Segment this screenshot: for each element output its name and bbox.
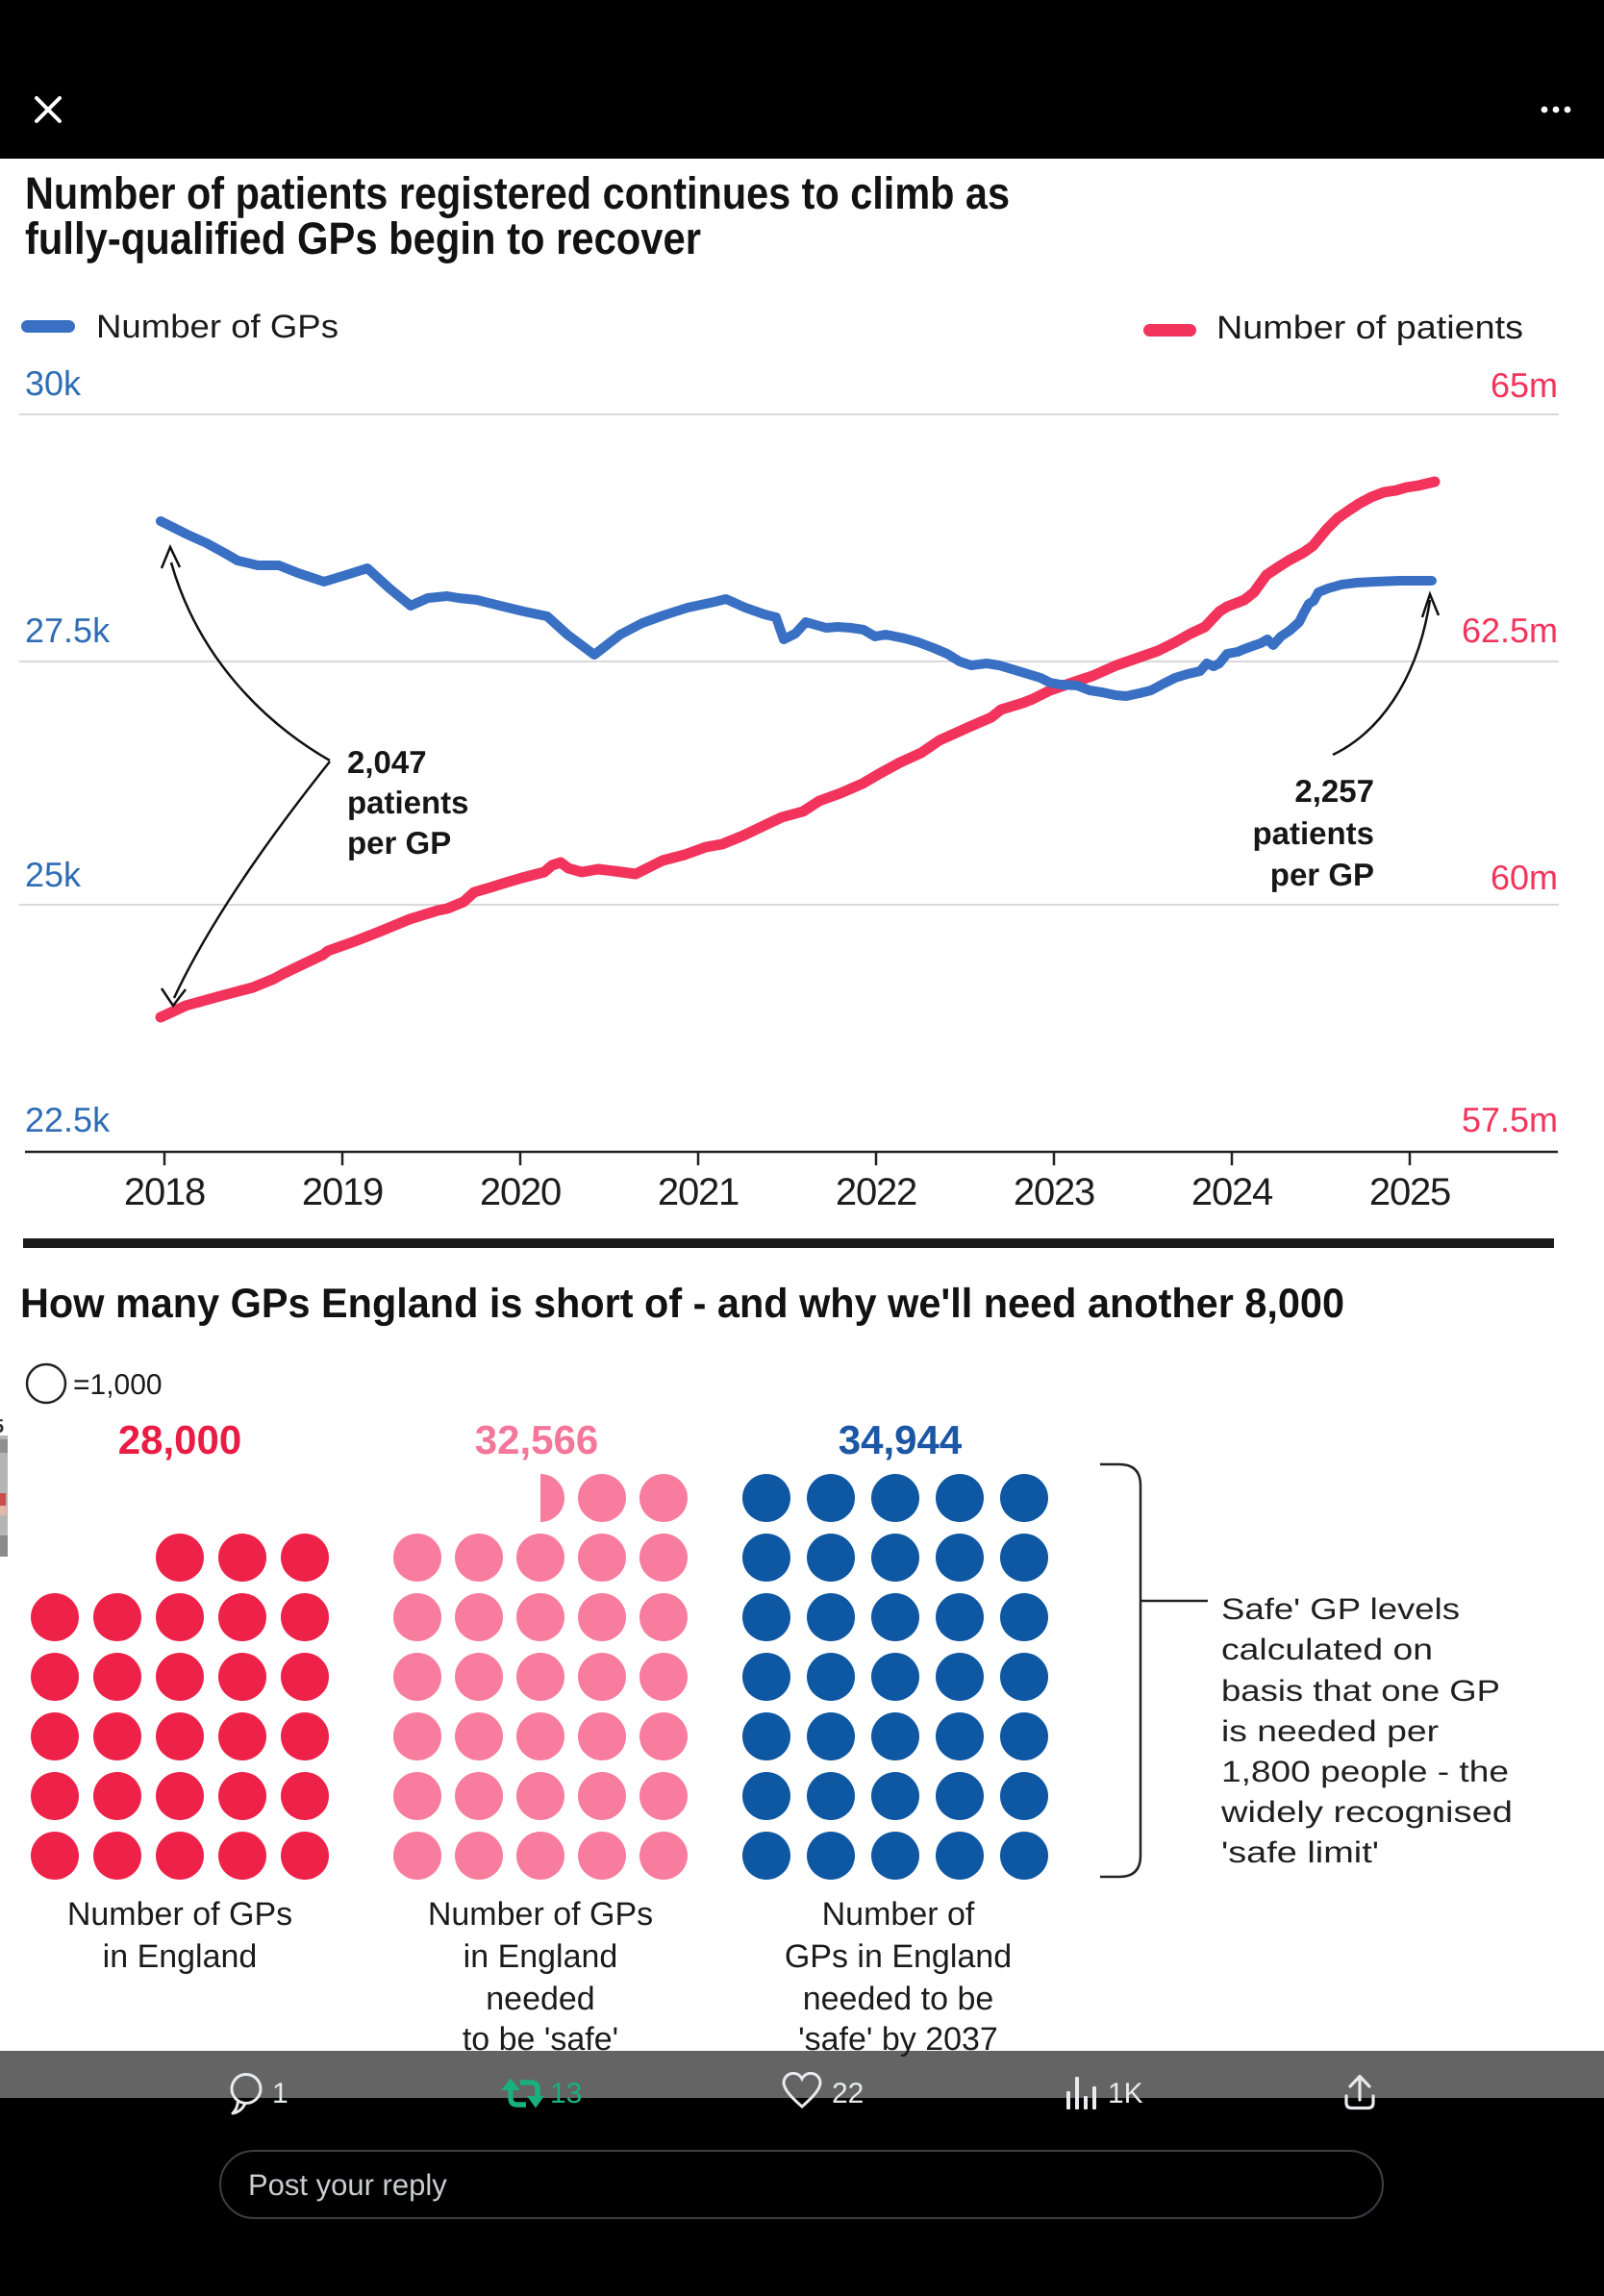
svg-text:1: 1 bbox=[272, 2078, 288, 2109]
svg-text:2,257: 2,257 bbox=[1294, 773, 1374, 809]
svg-text:25k: 25k bbox=[25, 855, 82, 894]
svg-text:Safe' GP levels: Safe' GP levels bbox=[1221, 1592, 1460, 1626]
svg-text:GPs in England: GPs in England bbox=[785, 1938, 1012, 1975]
svg-text:needed to be: needed to be bbox=[803, 1981, 994, 2017]
svg-text:patients: patients bbox=[1252, 815, 1374, 851]
svg-text:to be 'safe': to be 'safe' bbox=[463, 2021, 618, 2058]
svg-text:2021: 2021 bbox=[658, 1171, 739, 1213]
svg-text:2,047: 2,047 bbox=[347, 744, 427, 780]
svg-text:basis that one GP: basis that one GP bbox=[1221, 1674, 1500, 1708]
svg-text:needed: needed bbox=[486, 1981, 594, 2017]
svg-text:22.5k: 22.5k bbox=[25, 1100, 111, 1139]
svg-text:Number of GPs: Number of GPs bbox=[96, 309, 338, 345]
svg-text:Number of patients: Number of patients bbox=[1216, 310, 1523, 346]
svg-text:How many GPs England is short: How many GPs England is short of - and w… bbox=[20, 1281, 1344, 1327]
svg-text:fully-qualified GPs begin to r: fully-qualified GPs begin to recover bbox=[25, 212, 701, 263]
svg-text:2023: 2023 bbox=[1014, 1171, 1094, 1213]
svg-text:2025: 2025 bbox=[1369, 1171, 1450, 1213]
svg-text:32,566: 32,566 bbox=[475, 1417, 598, 1462]
svg-text:2024: 2024 bbox=[1191, 1171, 1273, 1213]
svg-text:in England: in England bbox=[464, 1938, 618, 1975]
svg-text:2022: 2022 bbox=[836, 1171, 916, 1213]
svg-text:34,944: 34,944 bbox=[839, 1417, 963, 1462]
svg-text:per GP: per GP bbox=[1270, 857, 1374, 892]
svg-text:62.5m: 62.5m bbox=[1462, 611, 1558, 650]
svg-text:28,000: 28,000 bbox=[118, 1417, 241, 1462]
svg-text:patients: patients bbox=[347, 785, 469, 820]
svg-text:1,800 people - the: 1,800 people - the bbox=[1221, 1755, 1509, 1788]
svg-text:13: 13 bbox=[550, 2078, 582, 2109]
svg-text:2020: 2020 bbox=[480, 1171, 561, 1213]
svg-text:widely recognised: widely recognised bbox=[1220, 1795, 1513, 1829]
svg-text:Number of GPs: Number of GPs bbox=[428, 1896, 653, 1933]
svg-text:2019: 2019 bbox=[302, 1171, 383, 1213]
svg-text:'safe limit': 'safe limit' bbox=[1221, 1835, 1379, 1869]
svg-text:'safe' by 2037: 'safe' by 2037 bbox=[798, 2021, 998, 2058]
svg-text:1K: 1K bbox=[1108, 2078, 1143, 2109]
svg-text:65m: 65m bbox=[1491, 365, 1558, 405]
svg-text:is needed per: is needed per bbox=[1221, 1714, 1439, 1748]
svg-text:calculated on: calculated on bbox=[1221, 1633, 1433, 1666]
svg-text:30k: 30k bbox=[25, 363, 82, 403]
svg-text:in England: in England bbox=[103, 1938, 258, 1975]
svg-text:5: 5 bbox=[0, 1416, 4, 1437]
svg-text:57.5m: 57.5m bbox=[1462, 1100, 1558, 1139]
svg-text:Number of patients registered: Number of patients registered continues … bbox=[25, 167, 1010, 218]
svg-text:Number of: Number of bbox=[822, 1896, 975, 1933]
svg-text:22: 22 bbox=[832, 2078, 864, 2109]
svg-text:27.5k: 27.5k bbox=[25, 611, 111, 650]
svg-text:Post your reply: Post your reply bbox=[248, 2168, 447, 2202]
svg-text:=1,000: =1,000 bbox=[73, 1369, 163, 1401]
svg-text:2018: 2018 bbox=[124, 1171, 205, 1213]
svg-text:per GP: per GP bbox=[347, 825, 451, 861]
svg-text:60m: 60m bbox=[1491, 858, 1558, 897]
svg-text:Number of GPs: Number of GPs bbox=[67, 1896, 292, 1933]
